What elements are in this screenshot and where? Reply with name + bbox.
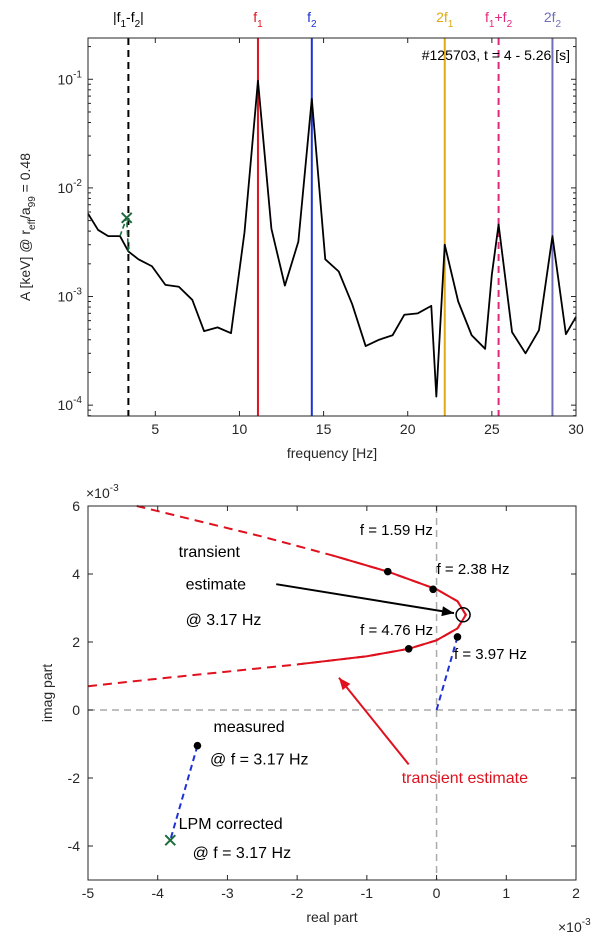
frequency-point-label-0: f = 1.59 Hz (360, 522, 433, 539)
x-tick-label: 15 (316, 421, 332, 437)
estimate-circle (455, 607, 471, 623)
link-line-0 (169, 745, 199, 841)
frequency-line-label-2: f2 (307, 9, 317, 30)
corrected-point-marker (120, 212, 133, 224)
y-tick-label: 10-2 (58, 178, 83, 196)
estimate-arrow-head (441, 606, 454, 617)
transient-arrow-line (338, 677, 410, 766)
plot-area (88, 38, 576, 416)
x-tick-label: 2 (572, 885, 580, 901)
lpm-corrected-label-0: LPM corrected (179, 816, 283, 833)
frequency-line-label-3: 2f1 (436, 9, 454, 30)
y-tick-label: 10-4 (58, 395, 83, 413)
x-tick-label: -1 (361, 885, 374, 901)
x-axis-label: frequency [Hz] (287, 445, 377, 461)
frequency-line-label-4: f1+f2 (485, 9, 513, 30)
y-axis-label: imag part (39, 664, 55, 722)
y-tick-label: 2 (72, 634, 80, 650)
axes-box (87, 505, 577, 881)
shot-annotation: #125703, t = 4 - 5.26 [s] (422, 47, 570, 63)
estimate-arrow-line (276, 583, 455, 615)
y-tick-label: 4 (72, 566, 80, 582)
frequency-point-3 (404, 645, 413, 653)
x-tick-label: 30 (568, 421, 584, 437)
y-tick-label: 10-1 (58, 69, 83, 87)
estimate-annotation-line-0: transient (179, 544, 241, 561)
measured-point (193, 741, 202, 750)
frequency-point-2 (453, 633, 462, 641)
measured-label-0: measured (213, 719, 284, 736)
estimate-annotation-line-2: @ 3.17 Hz (186, 612, 262, 629)
frequency-point-1 (429, 585, 437, 594)
x-tick-label: -2 (291, 885, 304, 901)
frequency-line-label-1: f1 (253, 9, 263, 30)
axes-box (87, 37, 577, 417)
y-tick-label: -4 (68, 838, 81, 854)
x-tick-label: 0 (433, 885, 441, 901)
y-tick-label: -2 (68, 770, 81, 786)
spectrum-plot: |f1-f2| f1 f2 2f1 f1+f2 2f2 5 10 15 20 25 30 10-4 10-… (17, 9, 584, 461)
plot-area (88, 506, 576, 880)
lpm-corrected-marker (164, 834, 176, 846)
x-tick-label: -4 (151, 885, 164, 901)
spectrum-line (87, 79, 577, 398)
y-axis-label: A [keV] @ reff/a99 = 0.48 (17, 153, 38, 301)
y-scale-label: ×10-3 (86, 483, 119, 501)
transient-curve-dashed (87, 505, 468, 688)
frequency-line-label-5: 2f2 (544, 9, 562, 30)
x-scale-label: ×10-3 (558, 917, 591, 935)
frequency-point-label-1: f = 2.38 Hz (437, 561, 510, 578)
y-tick-label: 10-3 (58, 287, 83, 305)
y-tick-label: 6 (72, 498, 80, 514)
x-tick-label: -3 (221, 885, 234, 901)
frequency-point-0 (383, 567, 392, 576)
estimate-annotation-line-1: estimate (186, 576, 247, 593)
transient-arrow-head (338, 677, 351, 691)
frequency-point-label-3: f = 4.76 Hz (360, 622, 433, 639)
frequency-line-label-0: |f1-f2| (113, 9, 144, 30)
complex-plane-plot: f = 1.59 Hz f = 2.38 Hz f = 3.97 Hz f = 4.7… (39, 483, 591, 935)
x-axis-label: real part (306, 909, 357, 925)
x-tick-label: 20 (400, 421, 416, 437)
x-tick-label: 25 (484, 421, 500, 437)
frequency-point-label-2: f = 3.97 Hz (454, 646, 527, 663)
measured-label-1: @ f = 3.17 Hz (210, 751, 309, 768)
link-line-1 (435, 636, 459, 711)
transient-estimate-label: transient estimate (402, 770, 528, 787)
x-tick-label: -5 (82, 885, 95, 901)
x-tick-label: 10 (232, 421, 248, 437)
x-tick-label: 1 (502, 885, 510, 901)
y-tick-label: 0 (72, 702, 80, 718)
x-tick-label: 5 (151, 421, 159, 437)
lpm-corrected-label-1: @ f = 3.17 Hz (193, 845, 292, 862)
